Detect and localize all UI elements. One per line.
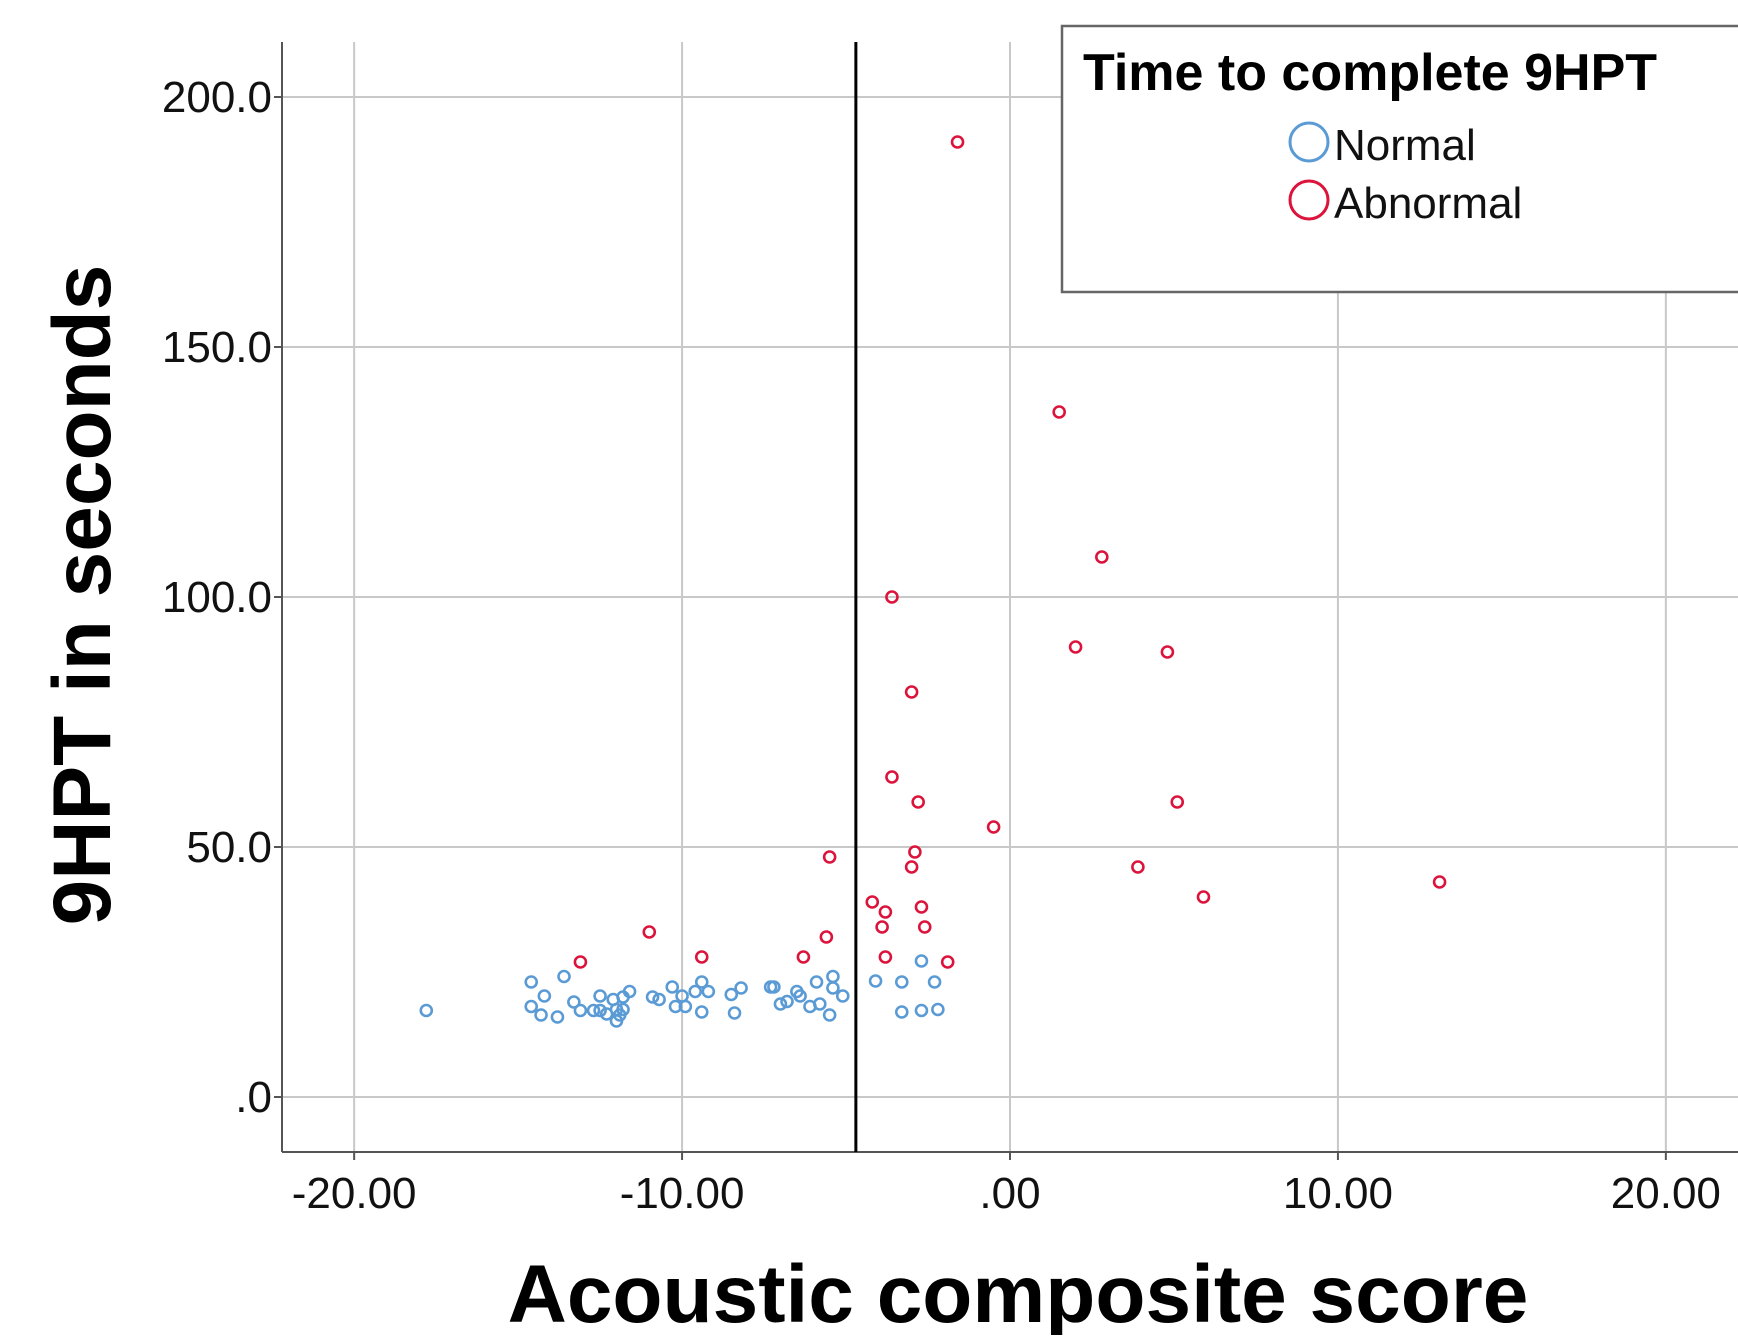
legend: Time to complete 9HPT Normal Abnormal bbox=[1060, 24, 1738, 294]
y-axis-title: 9HPT in seconds bbox=[37, 265, 128, 926]
legend-label-normal: Normal bbox=[1334, 121, 1476, 170]
point-normal bbox=[537, 989, 552, 1003]
point-abnormal bbox=[1196, 890, 1211, 904]
point-normal bbox=[724, 987, 739, 1002]
point-normal bbox=[931, 1002, 945, 1017]
point-normal bbox=[914, 954, 929, 968]
legend-marker-abnormal bbox=[1288, 179, 1330, 221]
point-normal bbox=[593, 1003, 607, 1018]
point-normal bbox=[688, 984, 702, 999]
point-normal bbox=[826, 981, 840, 995]
point-abnormal bbox=[1052, 405, 1066, 419]
point-abnormal bbox=[904, 860, 919, 874]
x-tick-label: -10.00 bbox=[620, 1169, 745, 1218]
point-abnormal bbox=[908, 845, 922, 859]
point-abnormal bbox=[796, 950, 811, 964]
x-tick-label: -20.00 bbox=[292, 1169, 417, 1218]
point-abnormal bbox=[986, 820, 1001, 834]
point-normal bbox=[868, 974, 883, 988]
point-normal bbox=[767, 980, 781, 994]
point-normal bbox=[534, 1008, 548, 1022]
x-tick-label: 10.00 bbox=[1283, 1169, 1393, 1218]
point-normal bbox=[813, 997, 827, 1011]
point-normal bbox=[727, 1006, 742, 1020]
point-normal bbox=[557, 969, 571, 984]
point-abnormal bbox=[878, 905, 893, 919]
legend-marker-normal bbox=[1288, 121, 1330, 163]
point-abnormal bbox=[875, 920, 889, 934]
y-tick-label: 150.0 bbox=[162, 323, 272, 372]
point-normal bbox=[835, 989, 850, 1003]
point-normal bbox=[593, 989, 607, 1003]
point-abnormal bbox=[694, 950, 709, 964]
point-normal bbox=[734, 981, 748, 995]
point-abnormal bbox=[573, 955, 588, 969]
y-tick-label: 100.0 bbox=[162, 573, 272, 622]
point-abnormal bbox=[914, 900, 929, 914]
point-normal bbox=[822, 1008, 837, 1022]
point-abnormal bbox=[878, 950, 893, 964]
y-tick-label: 200.0 bbox=[162, 73, 272, 122]
point-normal bbox=[550, 1010, 565, 1024]
point-normal bbox=[894, 975, 909, 989]
point-abnormal bbox=[865, 895, 880, 909]
point-abnormal bbox=[822, 850, 837, 864]
x-tick-label: .00 bbox=[979, 1169, 1040, 1218]
point-normal bbox=[622, 984, 637, 999]
point-normal bbox=[927, 975, 942, 989]
point-abnormal bbox=[904, 685, 919, 699]
x-axis-title: Acoustic composite score bbox=[508, 1249, 1529, 1335]
point-abnormal bbox=[1068, 640, 1083, 654]
point-abnormal bbox=[819, 930, 834, 944]
point-abnormal bbox=[1160, 645, 1175, 659]
point-abnormal bbox=[885, 590, 899, 604]
point-abnormal bbox=[917, 920, 932, 934]
point-normal bbox=[914, 1003, 929, 1018]
legend-label-abnormal: Abnormal bbox=[1334, 179, 1522, 228]
x-tick-label: 20.00 bbox=[1611, 1169, 1721, 1218]
y-tick-label: .0 bbox=[235, 1073, 272, 1122]
point-normal bbox=[678, 999, 693, 1014]
point-normal bbox=[701, 984, 716, 999]
point-normal bbox=[616, 1002, 630, 1017]
legend-title: Time to complete 9HPT bbox=[1083, 44, 1657, 102]
point-normal bbox=[694, 975, 709, 989]
point-normal bbox=[694, 1005, 709, 1019]
point-abnormal bbox=[642, 925, 657, 939]
point-normal bbox=[809, 975, 824, 989]
point-normal bbox=[780, 994, 794, 1009]
legend-box bbox=[1060, 24, 1738, 294]
point-normal bbox=[665, 980, 680, 994]
point-abnormal bbox=[911, 795, 925, 809]
point-normal bbox=[645, 990, 660, 1004]
y-tick-label: 50.0 bbox=[186, 823, 272, 872]
point-normal bbox=[586, 1003, 601, 1018]
point-abnormal bbox=[1170, 795, 1185, 809]
point-normal bbox=[894, 1005, 909, 1019]
axis-layer: -20.00 -10.00 .00 10.00 20.00 .0 50.0 100.0 150.… bbox=[162, 42, 1738, 1218]
point-abnormal bbox=[1095, 550, 1109, 564]
point-normal bbox=[652, 992, 666, 1007]
point-normal bbox=[826, 969, 840, 984]
point-abnormal bbox=[940, 955, 955, 969]
point-normal bbox=[524, 999, 539, 1014]
point-normal bbox=[573, 1003, 588, 1018]
point-abnormal bbox=[950, 135, 965, 149]
point-abnormal bbox=[1131, 860, 1145, 874]
point-normal bbox=[419, 1003, 434, 1018]
point-normal bbox=[793, 989, 807, 1003]
points-layer bbox=[419, 135, 1447, 1028]
point-abnormal bbox=[885, 770, 899, 784]
point-abnormal bbox=[1432, 875, 1447, 889]
point-normal bbox=[524, 975, 539, 989]
point-normal bbox=[567, 995, 581, 1009]
point-normal bbox=[773, 997, 788, 1011]
